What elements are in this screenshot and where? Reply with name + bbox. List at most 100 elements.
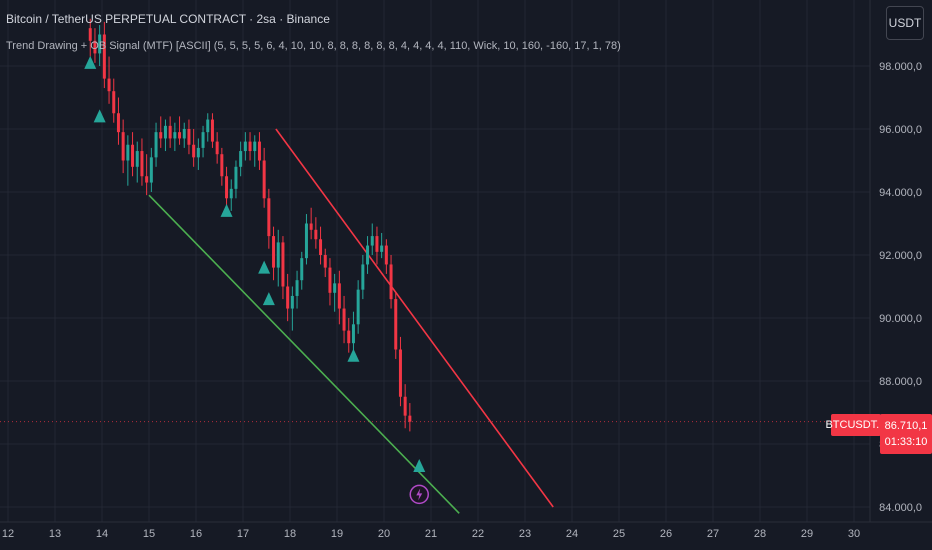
buy-signal-triangle <box>262 292 275 306</box>
candle <box>168 116 172 148</box>
candle <box>234 160 238 199</box>
candle-body <box>267 198 271 237</box>
x-tick-label: 21 <box>425 528 437 540</box>
candle-body <box>206 119 210 133</box>
y-tick-label: 84.000,0 <box>879 502 922 514</box>
y-tick-label: 88.000,0 <box>879 376 922 388</box>
candle <box>149 147 153 192</box>
candle-body <box>366 245 370 265</box>
indicator-legend[interactable]: Trend Drawing + OB Signal (MTF) [ASCII] … <box>6 40 621 52</box>
candle <box>173 122 177 152</box>
signals <box>84 55 429 505</box>
x-tick-label: 30 <box>848 528 860 540</box>
candle <box>163 119 167 152</box>
candle-body <box>93 40 97 54</box>
candle-body <box>112 91 116 114</box>
candle <box>300 251 304 290</box>
candle <box>135 141 139 183</box>
candle <box>276 229 280 287</box>
candle <box>102 21 106 89</box>
candle <box>140 138 144 186</box>
buy-signal-triangle <box>347 348 360 362</box>
y-tick-label: 90.000,0 <box>879 313 922 325</box>
chart-title: Bitcoin / TetherUS PERPETUAL CONTRACT · … <box>6 12 330 26</box>
candle-body <box>210 119 214 142</box>
last-price-value: 86.710,1 <box>884 420 928 432</box>
candle-body <box>380 245 384 252</box>
candle-body <box>159 132 163 139</box>
candle-body <box>408 415 412 422</box>
candle-body <box>403 396 407 416</box>
candle <box>366 236 370 274</box>
candle-body <box>102 34 106 79</box>
candle-body <box>220 154 224 177</box>
candle-body <box>398 349 402 397</box>
candle <box>121 119 125 174</box>
candle-body <box>173 132 177 139</box>
candle-body <box>304 223 308 259</box>
last-price-badge: 86.710,1 01:33:10 <box>880 414 932 454</box>
candle <box>182 122 186 148</box>
candle-body <box>257 141 261 161</box>
candle <box>88 18 92 57</box>
candle-body <box>187 129 191 145</box>
candle <box>201 125 205 158</box>
candle <box>361 255 365 300</box>
candle-body <box>314 229 318 240</box>
candle-body <box>333 283 337 293</box>
candle-body <box>347 330 351 344</box>
candle-body <box>225 176 229 199</box>
x-tick-label: 19 <box>331 528 343 540</box>
candle <box>93 28 97 63</box>
x-tick-label: 20 <box>378 528 390 540</box>
x-tick-label: 14 <box>96 528 108 540</box>
candle-body <box>300 258 304 281</box>
candle-body <box>323 255 327 268</box>
candle-body <box>239 151 243 167</box>
x-tick-label: 16 <box>190 528 202 540</box>
candle <box>314 217 318 249</box>
candle <box>215 132 219 164</box>
candle-body <box>319 239 323 255</box>
x-tick-label: 26 <box>660 528 672 540</box>
x-tick-label: 25 <box>613 528 625 540</box>
candle-body <box>272 236 276 268</box>
candle-body <box>248 141 252 152</box>
candle-body <box>295 280 299 296</box>
candle <box>323 248 327 278</box>
candle-body <box>145 176 149 183</box>
candle-body <box>253 141 257 152</box>
candle-body <box>286 286 290 309</box>
candle-body <box>375 236 379 252</box>
buy-signal-triangle <box>413 459 426 473</box>
buy-signal-triangle <box>258 260 271 274</box>
candle <box>257 132 261 170</box>
candle-body <box>384 245 388 265</box>
candle-body <box>126 144 130 161</box>
candle-body <box>309 223 313 230</box>
candle <box>112 78 116 123</box>
candle-body <box>389 264 393 300</box>
x-tick-label: 22 <box>472 528 484 540</box>
candle <box>178 116 182 145</box>
candle <box>347 318 351 353</box>
candle-body <box>163 125 167 139</box>
buy-signal-triangle <box>220 203 233 217</box>
candle-body <box>361 264 365 290</box>
candle-body <box>178 132 182 139</box>
candle <box>267 188 271 249</box>
candle-body <box>168 125 172 139</box>
x-tick-label: 15 <box>143 528 155 540</box>
y-tick-label: 94.000,0 <box>879 187 922 199</box>
candle <box>319 226 323 265</box>
candle <box>225 166 229 208</box>
y-tick-label: 96.000,0 <box>879 124 922 136</box>
x-tick-label: 27 <box>707 528 719 540</box>
candle <box>262 147 266 208</box>
currency-button[interactable]: USDT <box>886 6 924 40</box>
candle <box>281 236 285 300</box>
buy-signal-triangle <box>84 55 97 69</box>
candle <box>145 154 149 196</box>
